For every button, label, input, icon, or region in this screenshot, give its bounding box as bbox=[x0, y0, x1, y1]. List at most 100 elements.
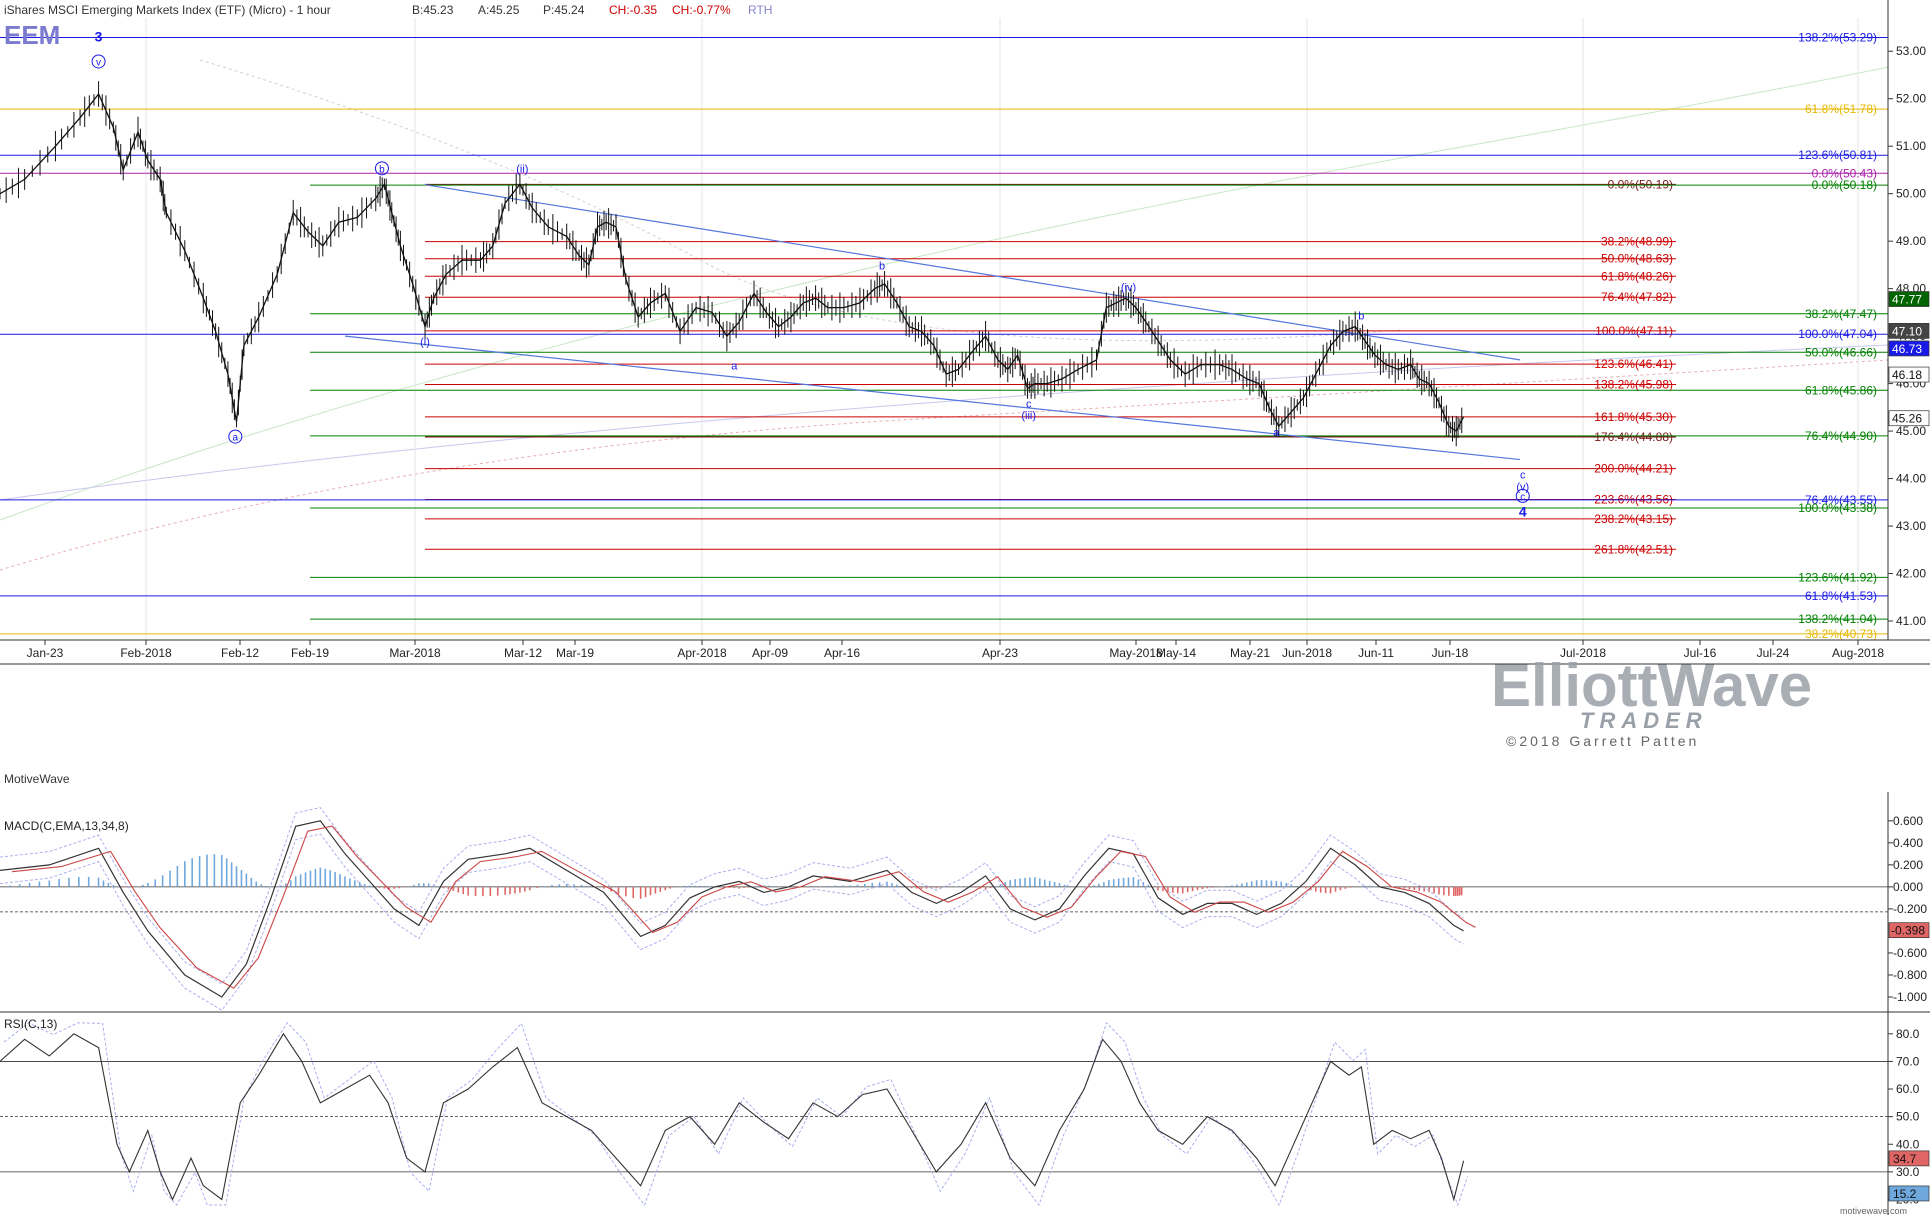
price-plot-area[interactable] bbox=[0, 0, 1888, 640]
rsi-value-badge bbox=[1888, 1150, 1930, 1167]
fib-level-label: 100.0%(47.04) bbox=[1798, 327, 1877, 341]
wave-label: 4 bbox=[1519, 504, 1527, 520]
time-axis-label: Apr-2018 bbox=[677, 646, 727, 660]
time-axis-label: Mar-12 bbox=[504, 646, 542, 660]
watermark-copyright: ©2018 Garrett Patten bbox=[1506, 733, 1699, 749]
macd-axis-label: -0.600 bbox=[1893, 946, 1927, 960]
channel-curve bbox=[0, 344, 1889, 501]
rsi-line[interactable] bbox=[0, 1032, 1465, 1202]
price-axis-label: 51.00 bbox=[1896, 139, 1926, 153]
time-axis-label: Feb-2018 bbox=[120, 646, 172, 660]
price-panel[interactable]: 138.2%(53.29) 61.8%(51.78) 123.6%(50.81) 0.… bbox=[0, 0, 1930, 1004]
time-axis-label: Jun-18 bbox=[1432, 646, 1469, 660]
time-axis-label: Feb-19 bbox=[291, 646, 329, 660]
macd-line[interactable] bbox=[0, 820, 1464, 998]
fib-level-label: 100.0%(47.11) bbox=[1595, 324, 1673, 338]
bollinger-band bbox=[199, 59, 1401, 342]
price-badge bbox=[1888, 340, 1930, 357]
wave-label: b bbox=[1358, 311, 1364, 323]
fib-level-label: 50.0%(46.66) bbox=[1805, 345, 1877, 359]
wave-label: a bbox=[1273, 427, 1280, 439]
rsi-axis-label: 70.0 bbox=[1896, 1054, 1920, 1068]
macd-axis-label: -0.200 bbox=[1893, 902, 1927, 916]
wave-label: (iii) bbox=[1021, 410, 1036, 422]
price-axis bbox=[1888, 0, 1930, 640]
time-axis-label: Jan-23 bbox=[27, 646, 64, 660]
time-axis-label: May-2018 bbox=[1109, 646, 1163, 660]
time-axis-label: Feb-12 bbox=[221, 646, 259, 660]
price-axis-label: 41.00 bbox=[1896, 614, 1926, 628]
fib-level-label: 38.2%(48.99) bbox=[1601, 235, 1673, 249]
macd-title: MACD(C,EMA,13,34,8) bbox=[4, 819, 129, 833]
rsi-value-label: 15.2 bbox=[1893, 1187, 1917, 1201]
time-axis-label: Apr-16 bbox=[824, 646, 860, 660]
macd-value-label: -0.398 bbox=[1891, 924, 1925, 938]
wave-label: b bbox=[879, 261, 885, 273]
fib-level-label: 123.6%(46.41) bbox=[1594, 357, 1673, 371]
price-badge-label: 47.77 bbox=[1892, 293, 1922, 307]
macd-band-upper bbox=[0, 807, 1464, 985]
price-badge bbox=[1888, 291, 1930, 307]
fib-level-label: 161.8%(45.30) bbox=[1594, 410, 1673, 424]
wave-label-circle bbox=[228, 429, 243, 444]
fib-level-label: 61.8%(41.53) bbox=[1805, 589, 1877, 603]
time-axis-label: Mar-2018 bbox=[389, 646, 441, 660]
macd-axis-label: 0.200 bbox=[1893, 858, 1923, 872]
fib-level-label: 76.4%(43.55) bbox=[1805, 493, 1877, 507]
rsi-title: RSI(C,13) bbox=[4, 1017, 57, 1031]
macd-axis-label: 0.400 bbox=[1893, 836, 1923, 850]
price-badge bbox=[1888, 410, 1930, 427]
macd-axis-label: -1.000 bbox=[1893, 990, 1927, 1004]
time-axis-label: Apr-09 bbox=[752, 646, 788, 660]
change-readout: CH:-0.35 bbox=[609, 3, 657, 17]
moving-average bbox=[0, 359, 1889, 571]
time-axis-label: Jun-11 bbox=[1358, 646, 1394, 660]
price-badge-label: 45.26 bbox=[1892, 412, 1922, 426]
fib-level-label: 200.0%(44.21) bbox=[1594, 462, 1673, 476]
fib-level-label: 138.2%(53.29) bbox=[1798, 30, 1877, 44]
price-badge-label: 47.10 bbox=[1892, 324, 1922, 338]
fib-level-label: 0.0%(50.18) bbox=[1812, 178, 1877, 192]
fib-level-label: 261.8%(42.51) bbox=[1594, 542, 1673, 556]
wave-label-circle bbox=[374, 161, 389, 176]
wave-label: 3 bbox=[95, 29, 103, 45]
macd-axis-label: 0.600 bbox=[1893, 814, 1923, 828]
macd-value-badge bbox=[1888, 922, 1930, 939]
price-axis-label: 49.00 bbox=[1896, 234, 1926, 248]
macd-panel[interactable]: -0.398 bbox=[0, 792, 1930, 1016]
fib-level-label: 38.2%(47.47) bbox=[1805, 307, 1877, 321]
wave-label: b bbox=[379, 164, 385, 175]
time-axis-label: Jun-2018 bbox=[1282, 646, 1332, 660]
price-readout: P:45.24 bbox=[543, 3, 585, 17]
macd-signal-line[interactable] bbox=[11, 825, 1476, 989]
fib-level-label: 138.2%(45.98) bbox=[1594, 378, 1673, 392]
fib-level-label: 138.2%(41.04) bbox=[1798, 612, 1877, 626]
time-axis-label: Aug-2018 bbox=[1832, 646, 1884, 660]
price-axis-label: 52.00 bbox=[1896, 92, 1926, 106]
rsi-panel[interactable]: 80.070.060.050.040.030.020.034.715.2 bbox=[0, 1012, 1930, 1215]
wave-label: a bbox=[731, 360, 738, 372]
rsi-axis-label: 80.0 bbox=[1896, 1027, 1920, 1041]
price-axis-label: 50.00 bbox=[1896, 187, 1926, 201]
price-axis-label: 44.00 bbox=[1896, 472, 1926, 486]
price-badge-label: 46.18 bbox=[1892, 368, 1922, 382]
rsi-value-label: 34.7 bbox=[1893, 1152, 1917, 1166]
time-axis-label: Jul-16 bbox=[1684, 646, 1717, 660]
rsi-axis-label: 30.0 bbox=[1896, 1165, 1920, 1179]
fib-level-label: 50.0%(48.63) bbox=[1601, 252, 1673, 266]
ask-readout: A:45.25 bbox=[478, 3, 520, 17]
platform-label: MotiveWave bbox=[4, 772, 70, 786]
rsi-axis-label: 60.0 bbox=[1896, 1082, 1920, 1096]
fib-level-label: 61.8%(51.78) bbox=[1805, 102, 1877, 116]
watermark-logo: ElliottWave bbox=[1491, 652, 1812, 719]
fib-level-label: 100.0%(43.38) bbox=[1798, 501, 1877, 515]
watermark-subtitle: TRADER bbox=[1580, 708, 1708, 733]
time-axis-label: May-14 bbox=[1156, 646, 1196, 660]
macd-axis-label: -0.800 bbox=[1893, 968, 1927, 982]
wave-label: a bbox=[233, 433, 239, 444]
wave-label: c bbox=[1520, 492, 1525, 503]
fib-level-label: 0.0%(50.43) bbox=[1812, 166, 1877, 180]
trendline-lower bbox=[344, 335, 1521, 461]
site-label: motivewave.com bbox=[1840, 1206, 1907, 1216]
